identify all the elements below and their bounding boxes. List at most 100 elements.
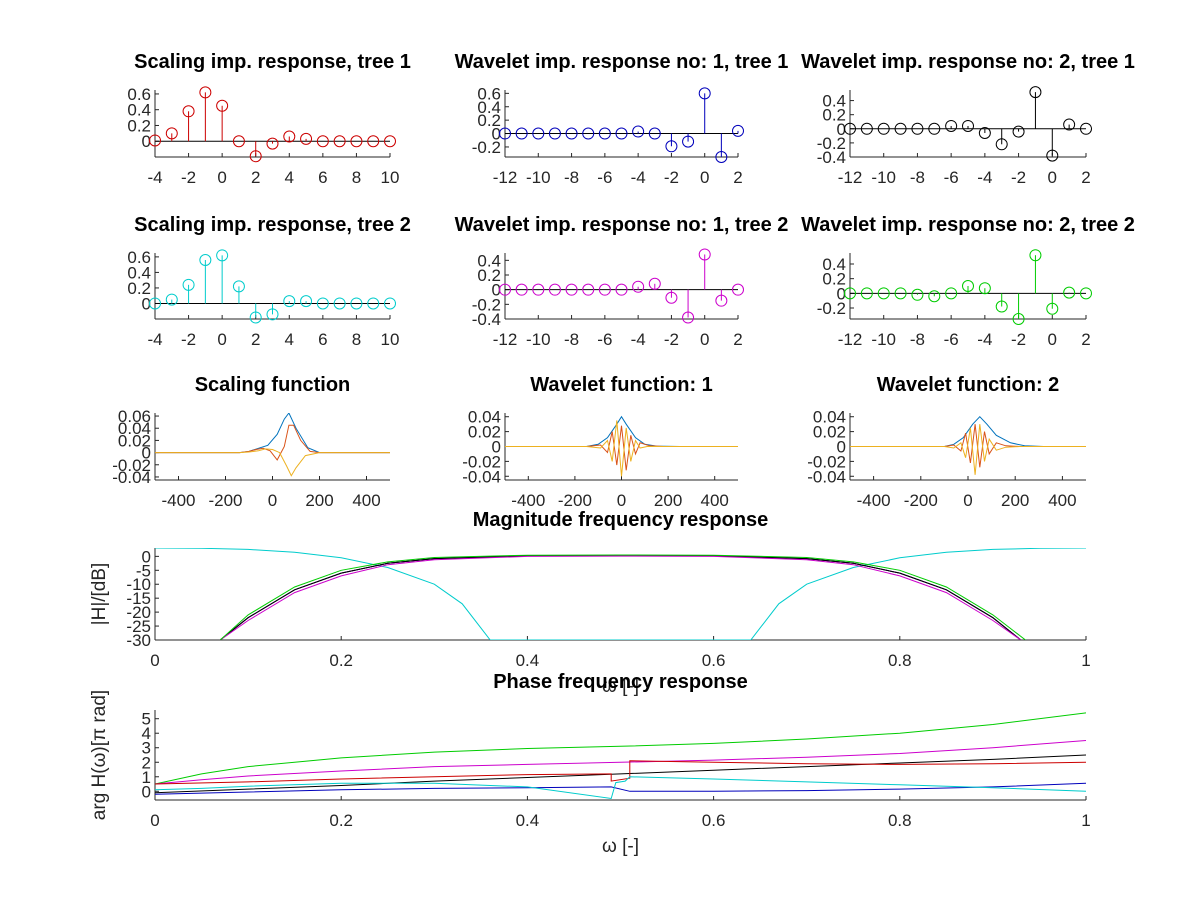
series-line-2 [155, 448, 390, 477]
x-tick-label: 0.2 [329, 651, 353, 670]
x-tick-label: -4 [631, 168, 646, 187]
stem-marker [565, 127, 578, 140]
x-tick-label: 6 [318, 330, 327, 349]
stem-marker [532, 283, 545, 296]
x-tick-label: -12 [838, 168, 863, 187]
x-tick-label: 10 [381, 330, 400, 349]
x-tick-label: -8 [910, 330, 925, 349]
x-tick-label: 2 [733, 168, 742, 187]
stem-marker [182, 105, 195, 118]
y-tick-label: 0.6 [127, 248, 151, 267]
x-tick-label: -12 [493, 330, 518, 349]
stem-marker [283, 295, 296, 308]
series-line-4 [155, 782, 1086, 795]
series-line-1 [219, 554, 1022, 640]
plot-area [155, 712, 1086, 800]
y-tick-label: -0.2 [817, 134, 846, 153]
x-tick-label: -400 [161, 491, 195, 510]
stem-marker [182, 278, 195, 291]
plot-area [155, 413, 390, 477]
chart-title: Wavelet imp. response no: 2, tree 2 [801, 214, 1135, 236]
x-tick-label: 0 [217, 330, 226, 349]
stem-marker [199, 253, 212, 266]
chart-title: Wavelet function: 2 [877, 374, 1060, 396]
y-tick-label: 0.04 [118, 419, 151, 438]
stem-marker [860, 122, 873, 135]
stem-marker [1046, 149, 1059, 162]
chart-title: Scaling function [195, 374, 351, 396]
y-tick-label: 0 [837, 438, 846, 457]
x-tick-label: 8 [352, 330, 361, 349]
series-line-0 [155, 712, 1086, 785]
stem-marker [682, 311, 695, 324]
chart-title: Wavelet imp. response no: 1, tree 2 [455, 214, 789, 236]
stem-marker [350, 297, 363, 310]
y-tick-label: 0.02 [813, 423, 846, 442]
stem-marker [877, 122, 890, 135]
stem-marker [665, 291, 678, 304]
stem-marker [367, 135, 380, 148]
stem-marker [1080, 287, 1092, 300]
stem-marker [1063, 286, 1076, 299]
x-tick-label: -200 [558, 491, 592, 510]
x-tick-label: 0 [150, 651, 159, 670]
y-tick-label: 0.2 [822, 270, 846, 289]
stem-marker [860, 287, 873, 300]
x-tick-label: 0 [1048, 168, 1057, 187]
y-tick-label: 0.2 [822, 106, 846, 125]
stem-marker [894, 287, 907, 300]
x-axis-label: ω [-] [602, 836, 639, 857]
chart-title: Wavelet imp. response no: 2, tree 1 [801, 51, 1135, 73]
y-tick-label: 0.6 [127, 85, 151, 104]
y-tick-label: -25 [126, 617, 151, 636]
x-tick-label: 0.4 [516, 651, 540, 670]
stem-marker [350, 135, 363, 148]
x-tick-label: -6 [597, 168, 612, 187]
x-tick-label: 0.2 [329, 811, 353, 830]
stem-marker [598, 127, 611, 140]
stem-marker [632, 280, 645, 293]
series-line-3 [219, 554, 1022, 640]
x-tick-label: 0 [963, 491, 972, 510]
x-tick-label: -2 [664, 330, 679, 349]
y-tick-label: 0 [492, 125, 501, 144]
x-tick-label: 0 [1048, 330, 1057, 349]
x-tick-label: -6 [944, 330, 959, 349]
stem-marker [715, 151, 728, 163]
stem-marker [199, 86, 212, 99]
y-tick-label: -0.02 [462, 452, 501, 471]
y-tick-label: -0.2 [817, 299, 846, 318]
y-tick-label: -0.04 [462, 467, 501, 486]
chart-title: Phase frequency response [493, 671, 748, 693]
x-tick-label: -8 [564, 168, 579, 187]
x-tick-label: 6 [318, 168, 327, 187]
x-tick-label: -4 [631, 330, 646, 349]
y-tick-label: -0.02 [112, 456, 151, 475]
stem-marker [316, 135, 329, 148]
y-tick-label: -0.2 [472, 138, 501, 157]
stem-marker [216, 249, 229, 262]
stem-marker [249, 311, 262, 324]
x-tick-label: -2 [181, 168, 196, 187]
x-tick-label: -2 [1011, 330, 1026, 349]
y-tick-label: 0.2 [477, 111, 501, 130]
x-tick-label: -4 [147, 330, 162, 349]
y-tick-label: 1 [142, 768, 151, 787]
y-tick-label: -10 [126, 575, 151, 594]
chart-title: Scaling imp. response, tree 1 [134, 51, 411, 73]
stem-marker [249, 150, 262, 163]
y-tick-label: 0 [492, 281, 501, 300]
x-tick-label: 2 [251, 168, 260, 187]
series-line-0 [505, 415, 738, 447]
stem-marker [844, 287, 856, 300]
stem-marker [384, 135, 396, 148]
x-tick-label: 200 [305, 491, 333, 510]
stem-marker [698, 87, 711, 100]
x-tick-label: -6 [597, 330, 612, 349]
chart-8: -400 -200 0 200 400-0.04-0.0200.020.04Wavele… [807, 374, 1086, 510]
y-tick-label: 0.4 [127, 101, 151, 120]
y-tick-label: 0 [492, 438, 501, 457]
stem-marker [1080, 122, 1092, 135]
stem-marker [682, 135, 695, 148]
